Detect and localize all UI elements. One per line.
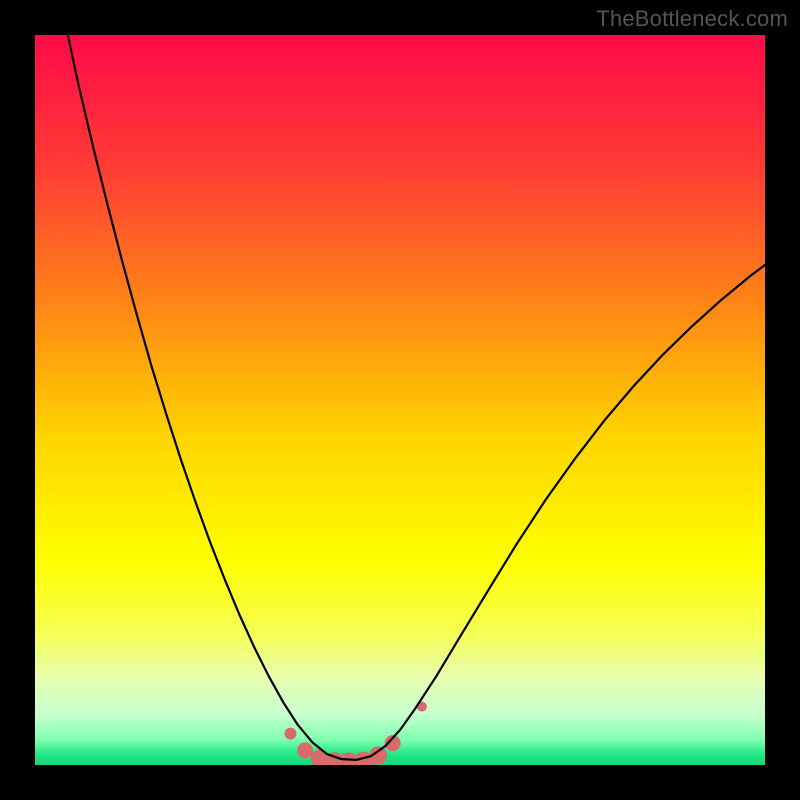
plot-area bbox=[35, 35, 765, 765]
chart-svg bbox=[35, 35, 765, 765]
watermark-text: TheBottleneck.com bbox=[596, 6, 788, 32]
gradient-background bbox=[35, 35, 765, 765]
frame: TheBottleneck.com bbox=[0, 0, 800, 800]
marker-dot bbox=[285, 728, 297, 740]
marker-dot bbox=[297, 742, 313, 758]
